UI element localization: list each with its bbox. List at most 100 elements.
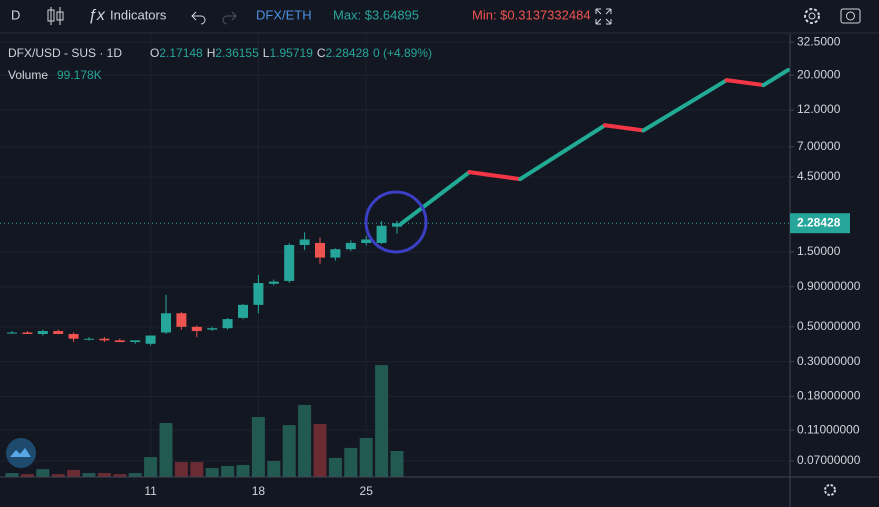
toolbar <box>0 0 879 33</box>
chart-type-icon[interactable] <box>47 7 64 25</box>
candle-body <box>84 338 94 340</box>
candle-body <box>345 242 356 250</box>
volume-bar <box>267 461 281 477</box>
y-tick-label: 32.5000 <box>797 34 841 48</box>
ohlc-letter: H <box>207 46 216 60</box>
volume-bar <box>251 416 265 477</box>
symbol-title: DFX/USD - SUS · 1D <box>8 46 122 60</box>
candle-body <box>191 326 202 332</box>
volume-bar <box>390 451 404 477</box>
fullscreen-icon[interactable] <box>595 8 612 25</box>
candle-body <box>7 332 17 334</box>
y-tick-label: 0.30000000 <box>797 354 861 368</box>
volume-bar <box>97 473 111 477</box>
forecast-segment <box>761 67 791 88</box>
snapshot-icon[interactable] <box>840 8 861 24</box>
logo[interactable] <box>6 438 36 468</box>
volume-bar <box>144 457 158 477</box>
volume-bar <box>128 473 142 477</box>
forecast-segment <box>399 170 472 226</box>
ohlc-letter: O <box>150 46 159 60</box>
volume-bar <box>298 404 312 477</box>
volume-bar <box>375 365 389 477</box>
volume-bar <box>20 474 34 477</box>
redo-icon[interactable] <box>222 11 237 25</box>
candle-body <box>284 244 295 281</box>
volume-bar <box>205 468 219 477</box>
ohlc-legend: O2.17148 H2.36155 L1.95719 C2.28428 0 (+4.89… <box>150 46 432 60</box>
min-price: Min: $0.3137332484 <box>472 7 591 22</box>
settings-icon[interactable] <box>804 8 820 24</box>
ohlc-value: 1.95719 <box>269 46 313 60</box>
y-tick-label: 7.00000 <box>797 139 841 153</box>
candle-body <box>207 328 218 330</box>
forecast-segment <box>467 170 523 182</box>
forecast-segment <box>724 78 766 88</box>
volume-bar <box>236 464 250 477</box>
volume-bar <box>174 462 188 477</box>
volume-bar <box>67 469 81 477</box>
ohlc-value: 2.28428 <box>326 46 370 60</box>
volume-bar <box>282 425 296 477</box>
plot <box>0 34 791 477</box>
last-price-tag <box>790 213 850 234</box>
y-tick-label: 0.07000000 <box>797 453 861 467</box>
volume-bar <box>359 437 373 477</box>
ohlc-value: 2.17148 <box>159 46 203 60</box>
candle-body <box>145 335 156 344</box>
candle-body <box>130 340 141 343</box>
ohlc-letter: C <box>317 46 326 60</box>
annotation-circle <box>364 190 428 254</box>
forecast-segment <box>641 78 729 133</box>
y-tick-label: 20.0000 <box>797 67 841 81</box>
candle-body <box>37 331 48 335</box>
candle-body <box>361 239 372 243</box>
volume-bar <box>113 474 127 477</box>
axis-settings-icon[interactable] <box>824 484 836 496</box>
y-tick-label: 1.50000 <box>797 244 841 258</box>
ohlc-letter: L <box>263 46 270 60</box>
volume-bar <box>190 462 204 477</box>
volume-bar <box>36 469 50 477</box>
volume-label: Volume <box>8 68 48 82</box>
candle-body <box>114 340 125 343</box>
volume-bar <box>328 457 342 477</box>
volume-bar <box>221 465 235 477</box>
candle-body <box>253 283 264 305</box>
candle-body <box>53 331 64 335</box>
volume-bar <box>344 447 358 477</box>
candle-body <box>22 332 33 335</box>
candle-body <box>392 223 402 227</box>
y-tick-label: 4.50000 <box>797 169 841 183</box>
candle-body <box>222 319 233 329</box>
change-value: 0 (+4.89%) <box>373 46 432 60</box>
interval-button[interactable]: D <box>11 7 20 22</box>
y-tick-label: 12.0000 <box>797 102 841 116</box>
candle-body <box>299 239 310 245</box>
y-tick-label: 0.18000000 <box>797 389 861 403</box>
candle-body <box>161 313 171 333</box>
candle-body <box>376 225 387 243</box>
volume-bar <box>159 423 173 477</box>
compare-pair[interactable]: DFX/ETH <box>256 7 312 22</box>
indicators-button[interactable]: Indicators <box>110 7 167 22</box>
x-tick-label: 18 <box>252 484 266 498</box>
candle-body <box>315 242 325 258</box>
candle-body <box>99 338 110 341</box>
volume-bar <box>51 474 65 477</box>
undo-icon[interactable] <box>191 11 206 25</box>
y-tick-label: 0.50000000 <box>797 319 861 333</box>
last-price-label: 2.28428 <box>797 215 841 229</box>
candle-body <box>176 313 187 327</box>
candle-body <box>330 249 341 258</box>
volume-bar <box>82 473 96 477</box>
forecast-segment <box>602 123 646 133</box>
volume-value: 99.178K <box>57 68 102 82</box>
ohlc-value: 2.36155 <box>215 46 259 60</box>
y-tick-label: 0.90000000 <box>797 279 861 293</box>
volume-bar <box>313 424 327 477</box>
volume-bar <box>5 473 19 477</box>
fx-icon[interactable]: ƒx <box>88 7 106 24</box>
